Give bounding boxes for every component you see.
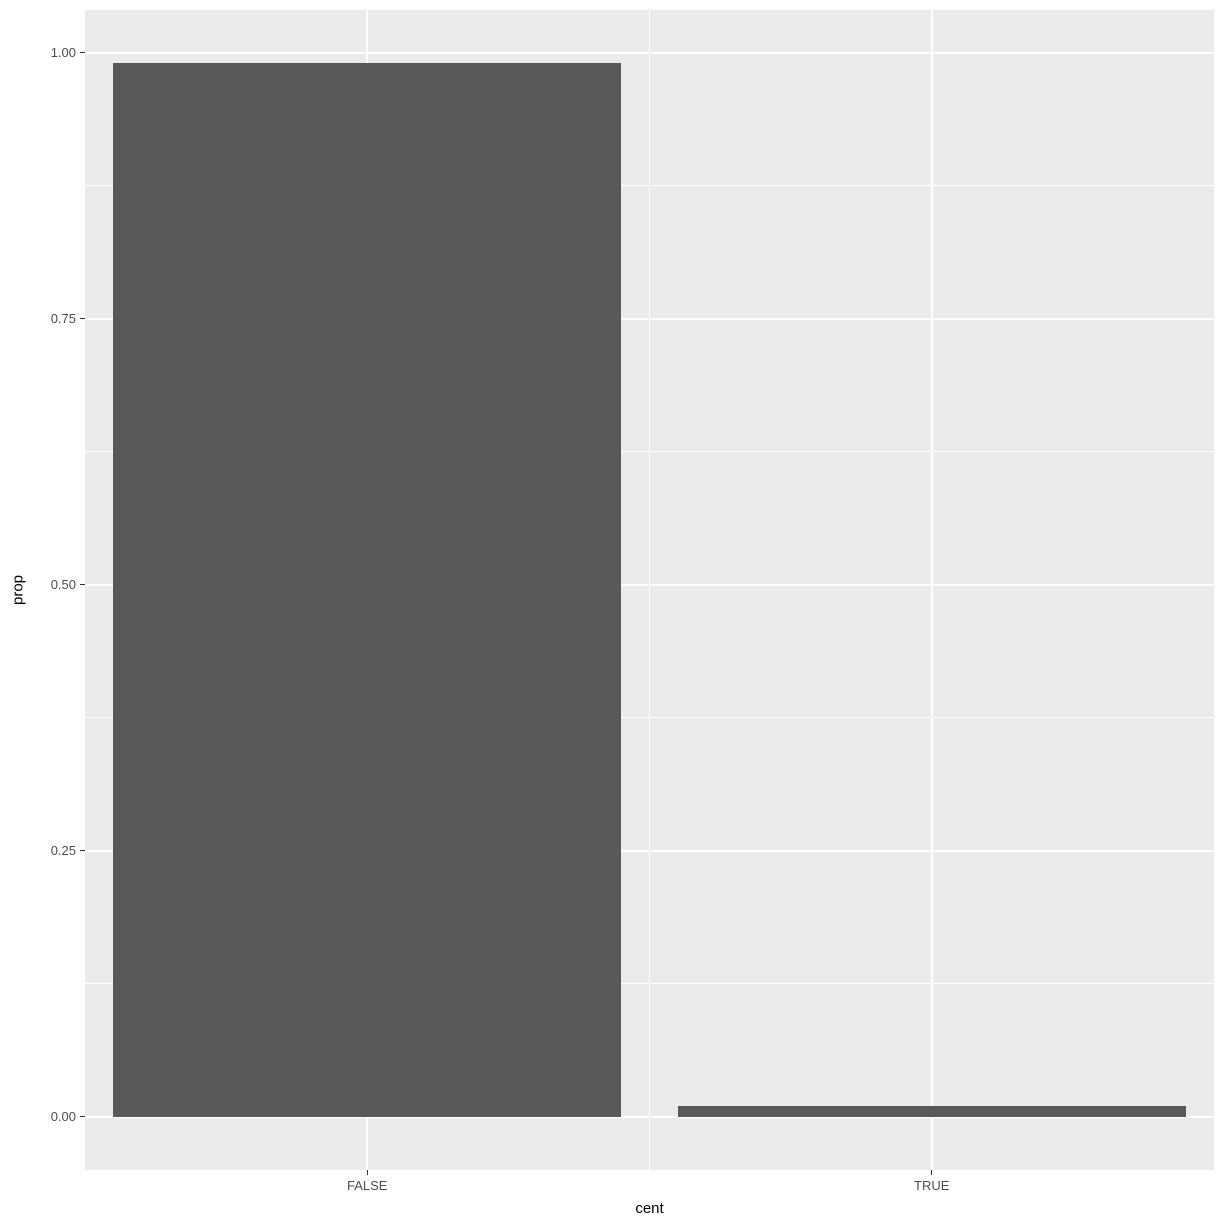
x-tick-label: TRUE: [914, 1178, 949, 1193]
bar-chart: 0.00 0.25 0.50 0.75 1.00 FALSE TRUE prop cent: [0, 0, 1224, 1224]
y-tick-mark: [80, 318, 85, 319]
y-axis-title: prop: [10, 575, 27, 605]
x-tick-label: FALSE: [347, 1178, 387, 1193]
plot-panel: [85, 10, 1214, 1170]
y-tick-mark: [80, 850, 85, 851]
x-tick-mark: [367, 1170, 368, 1175]
gridline-major-v: [931, 10, 933, 1170]
y-tick-label: 0.25: [51, 843, 76, 858]
bar: [678, 1106, 1186, 1117]
x-tick-mark: [931, 1170, 932, 1175]
y-tick-label: 0.00: [51, 1109, 76, 1124]
gridline-minor-v: [649, 10, 650, 1170]
y-tick-label: 0.50: [51, 577, 76, 592]
y-tick-mark: [80, 584, 85, 585]
bar: [113, 63, 621, 1117]
y-tick-mark: [80, 1116, 85, 1117]
y-tick-label: 1.00: [51, 45, 76, 60]
x-axis-title: cent: [635, 1200, 663, 1217]
y-tick-mark: [80, 52, 85, 53]
y-tick-label: 0.75: [51, 311, 76, 326]
